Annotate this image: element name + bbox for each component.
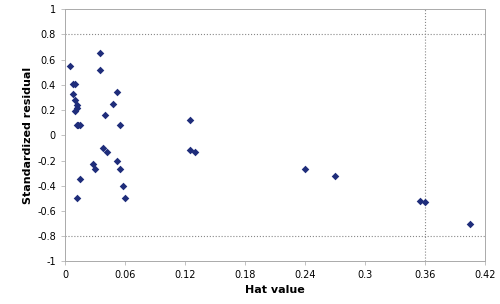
Point (109, 101, 117, 106)
Point (119, 183, 127, 188)
Point (116, 167, 124, 172)
X-axis label: Hat value: Hat value (245, 285, 305, 295)
Y-axis label: Standardized residual: Standardized residual (23, 67, 33, 204)
Point (421, 200, 429, 205)
Point (69, 81, 77, 86)
Point (91, 167, 99, 172)
Point (66, 64, 74, 68)
Point (99, 146, 107, 150)
Point (186, 148, 194, 153)
Point (301, 167, 309, 172)
Point (331, 173, 339, 178)
Point (71, 81, 79, 86)
Point (466, 221, 474, 226)
Point (73, 196, 81, 201)
Point (71, 98, 79, 102)
Point (89, 162, 97, 167)
Point (73, 123, 81, 128)
Point (96, 67, 104, 72)
Point (101, 113, 109, 118)
Point (73, 105, 81, 110)
Point (191, 149, 199, 154)
Point (69, 91, 77, 96)
Point (103, 149, 111, 154)
Point (116, 123, 124, 128)
Point (76, 123, 84, 128)
Point (74, 123, 82, 128)
Point (113, 90, 121, 95)
Point (73, 102, 81, 107)
Point (76, 177, 84, 182)
Point (113, 158, 121, 163)
Point (416, 199, 424, 203)
Point (121, 196, 129, 201)
Point (71, 109, 79, 114)
Point (96, 51, 104, 56)
Point (186, 118, 194, 123)
